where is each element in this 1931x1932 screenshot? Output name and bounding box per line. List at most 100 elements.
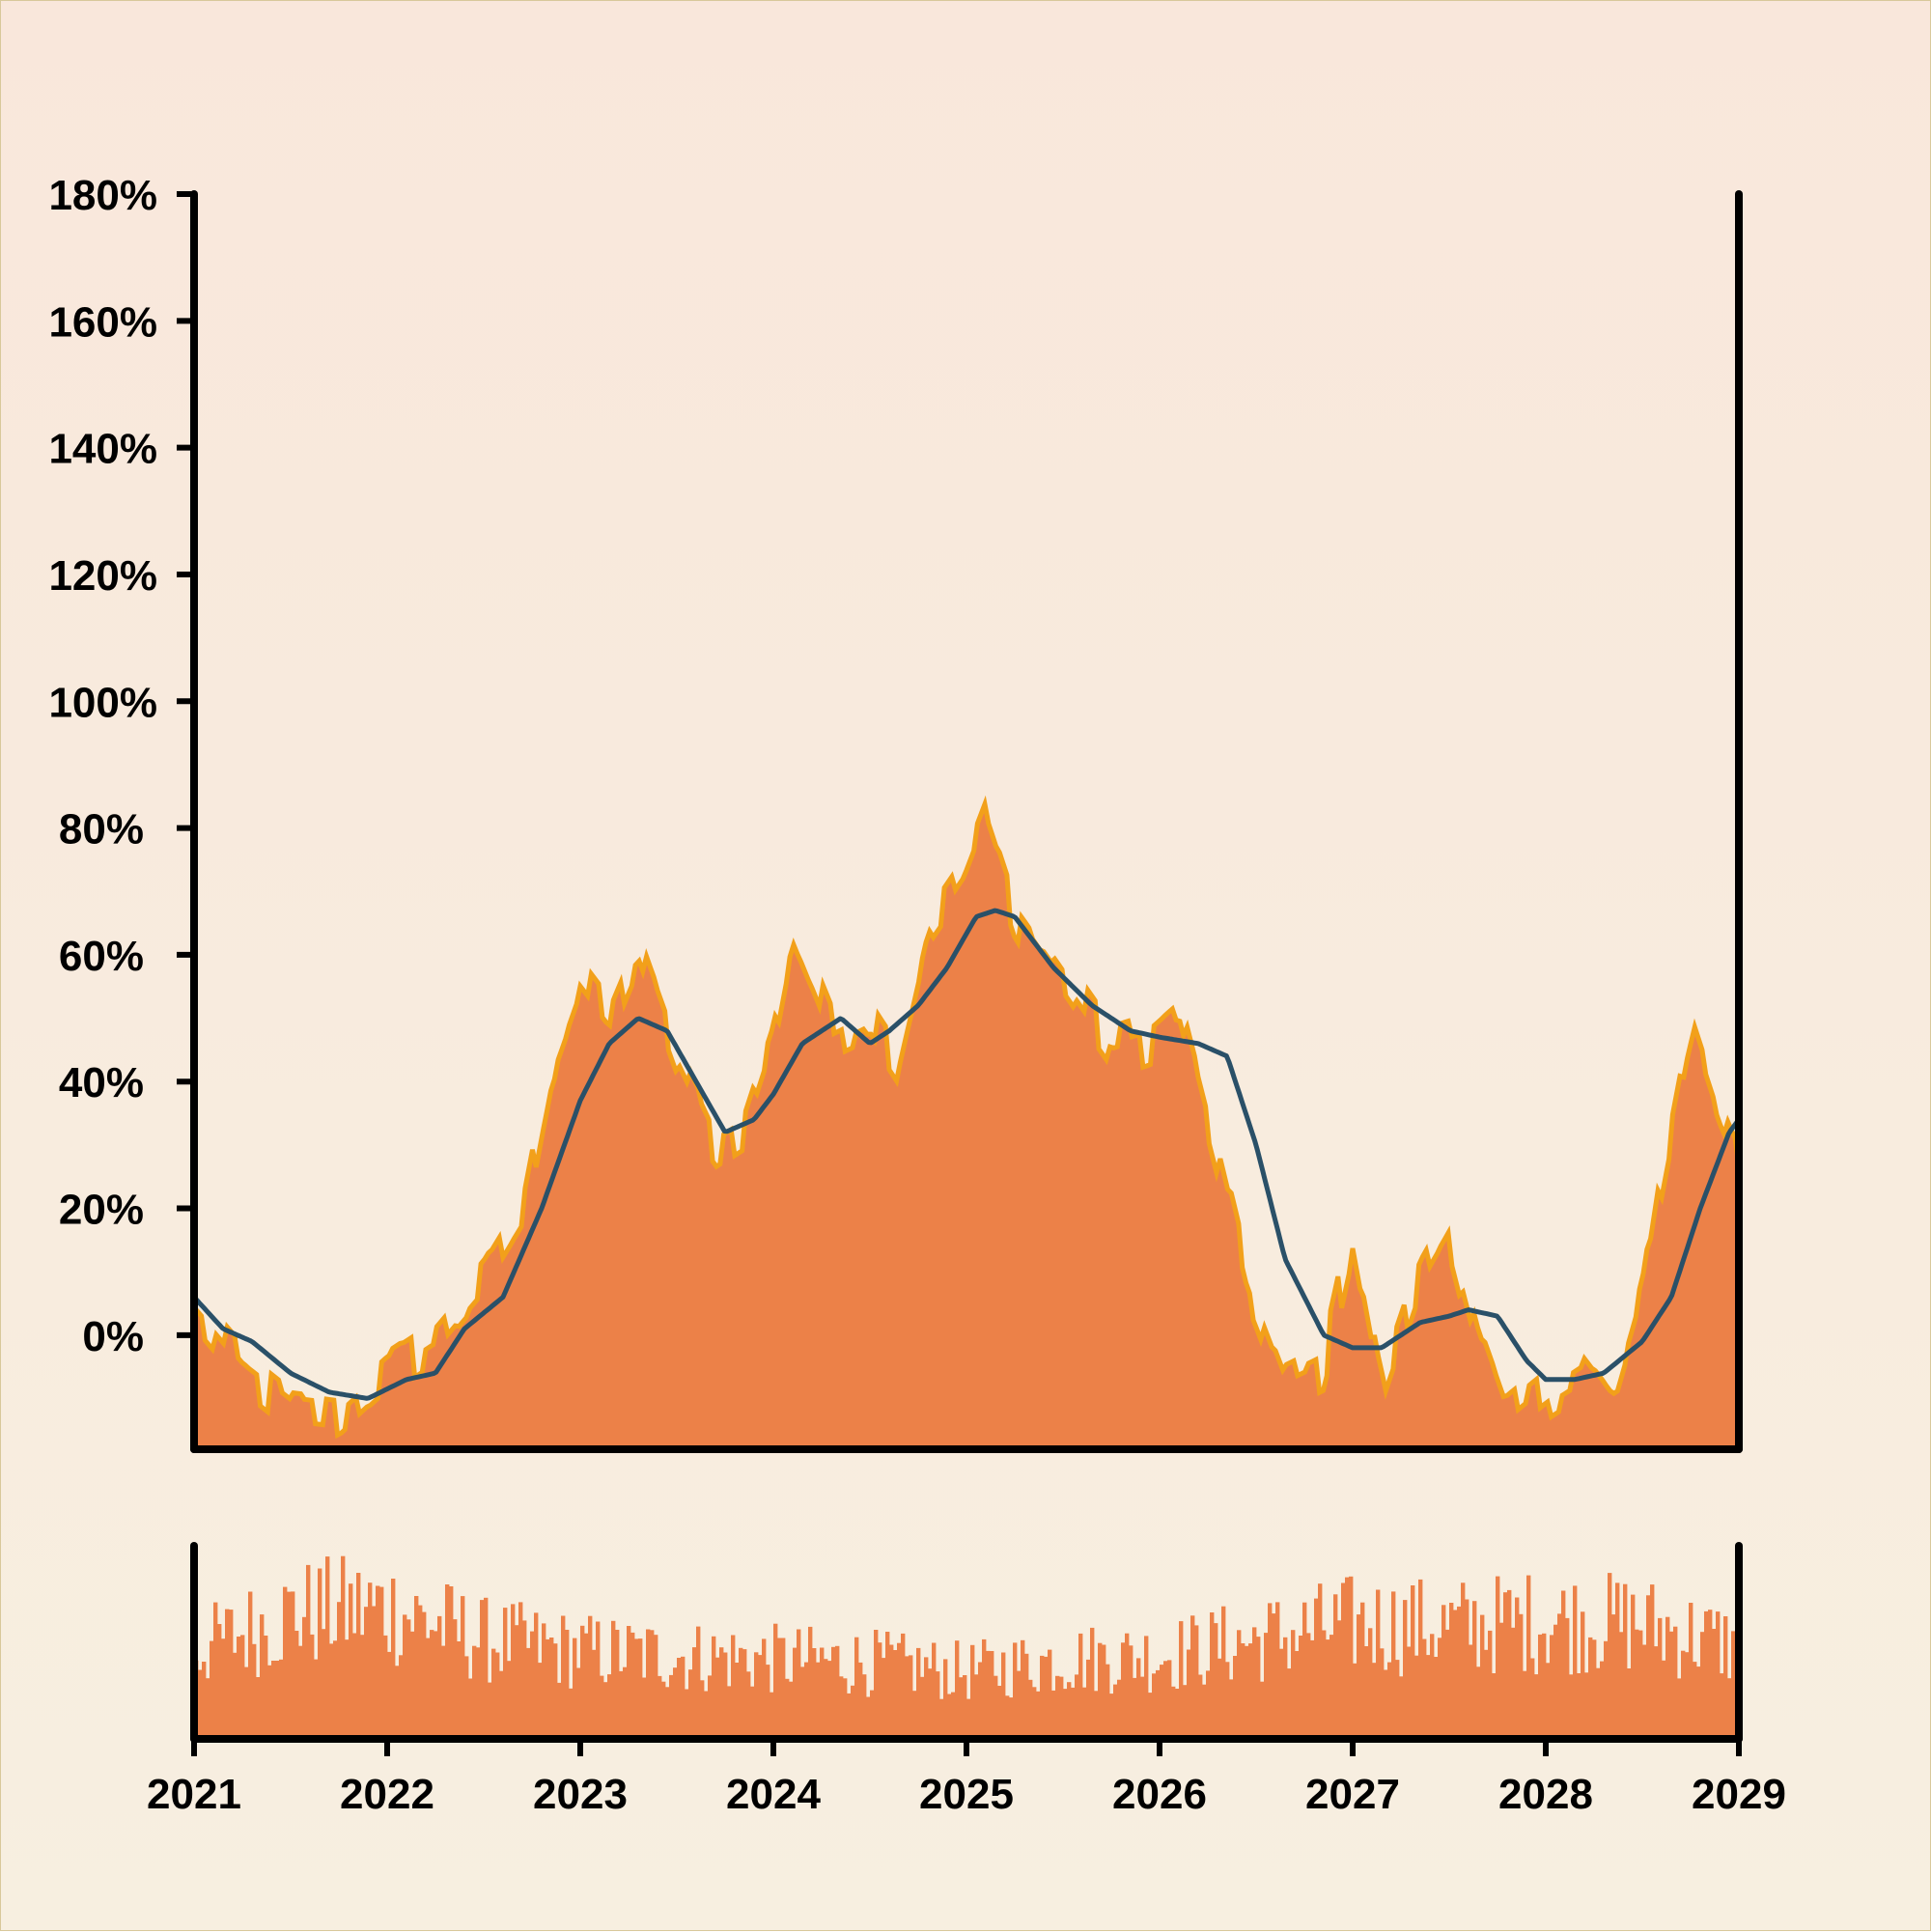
volume-bar <box>735 1663 740 1739</box>
volume-bar <box>862 1674 867 1739</box>
volume-bar <box>1465 1599 1469 1739</box>
volume-bar <box>437 1615 442 1739</box>
volume-bar <box>600 1675 604 1739</box>
volume-bar <box>1094 1691 1099 1739</box>
volume-bar <box>1693 1662 1697 1739</box>
volume-bar <box>1198 1674 1203 1739</box>
volume-bar <box>271 1661 276 1739</box>
volume-bar <box>1326 1639 1330 1739</box>
volume-bar <box>1642 1644 1647 1739</box>
volume-bar <box>406 1619 411 1739</box>
volume-bar <box>993 1675 998 1739</box>
volume-bar <box>658 1675 662 1739</box>
volume-bar <box>1635 1629 1639 1739</box>
volume-bar <box>824 1659 828 1739</box>
volume-bar <box>1511 1627 1516 1739</box>
volume-bar <box>1727 1678 1732 1739</box>
volume-bar <box>546 1638 550 1739</box>
volume-bar <box>1573 1585 1578 1739</box>
volume-bar <box>1233 1656 1238 1739</box>
volume-bar <box>1129 1645 1133 1739</box>
volume-bar <box>1028 1679 1033 1739</box>
volume-bar <box>750 1686 755 1739</box>
volume-bar <box>318 1568 322 1739</box>
volume-bar <box>1584 1672 1589 1739</box>
volume-bar <box>573 1638 577 1739</box>
volume-bar <box>870 1690 875 1739</box>
volume-bar <box>1565 1617 1570 1739</box>
volume-bar <box>742 1649 747 1739</box>
volume-bar <box>499 1670 504 1739</box>
volume-bar <box>472 1645 477 1739</box>
volume-bar <box>835 1645 840 1739</box>
volume-bar <box>1519 1613 1524 1739</box>
volume-bar <box>793 1647 798 1739</box>
volume-bar <box>936 1671 940 1739</box>
volume-bar <box>430 1630 434 1739</box>
volume-bar <box>889 1644 894 1739</box>
volume-bar <box>916 1647 921 1739</box>
volume-bar <box>739 1647 743 1739</box>
volume-bar <box>1631 1594 1636 1739</box>
volume-bar <box>441 1645 446 1739</box>
x-tick-label: 2022 <box>340 1771 434 1818</box>
volume-bar <box>723 1652 728 1739</box>
volume-bar <box>947 1694 952 1739</box>
volume-bar <box>1071 1687 1076 1739</box>
volume-bar <box>1669 1631 1674 1739</box>
volume-bar <box>1148 1693 1153 1739</box>
volume-bar <box>688 1669 693 1739</box>
volume-bar <box>1001 1652 1006 1739</box>
volume-bar <box>1314 1598 1319 1739</box>
volume-bar <box>1476 1666 1481 1739</box>
volume-bar <box>646 1629 651 1739</box>
volume-bar <box>1469 1644 1473 1739</box>
smoothed-line-series <box>194 908 1739 1401</box>
volume-bar <box>627 1626 631 1739</box>
volume-bar <box>1302 1602 1307 1739</box>
volume-bar <box>1499 1622 1504 1739</box>
volume-bar <box>847 1693 852 1739</box>
volume-panel <box>194 1555 1739 1739</box>
volume-bar <box>1411 1585 1415 1739</box>
volume-bar <box>1136 1658 1141 1739</box>
volume-bar <box>1507 1589 1512 1739</box>
volume-bar <box>963 1675 967 1739</box>
volume-bar <box>445 1584 450 1739</box>
volume-bar <box>909 1655 913 1739</box>
volume-bar <box>1650 1584 1655 1739</box>
volume-bar <box>368 1582 373 1739</box>
volume-bar <box>1032 1687 1037 1739</box>
volume-bar <box>677 1658 682 1739</box>
volume-bar <box>1036 1691 1041 1739</box>
x-tick-label: 2023 <box>533 1771 628 1818</box>
volume-bar <box>403 1614 407 1739</box>
volume-bar <box>1349 1576 1354 1739</box>
volume-bar <box>418 1605 423 1739</box>
volume-bar <box>858 1662 863 1739</box>
volume-bar <box>538 1663 543 1739</box>
volume-bar <box>1017 1670 1021 1739</box>
volume-bar <box>1700 1632 1705 1739</box>
volume-bar <box>279 1659 284 1739</box>
volume-bar <box>1445 1629 1450 1739</box>
volume-bar <box>518 1602 523 1739</box>
volume-bar <box>808 1626 813 1739</box>
volume-bar <box>341 1555 346 1739</box>
volume-bar <box>712 1636 716 1739</box>
volume-bar <box>1121 1642 1126 1739</box>
volume-bar <box>360 1635 365 1739</box>
volume-bar <box>1252 1627 1257 1739</box>
volume-bar <box>1040 1655 1045 1739</box>
volume-bar <box>1044 1656 1049 1739</box>
volume-bar <box>789 1681 794 1739</box>
volume-bar <box>959 1677 964 1739</box>
volume-bar <box>1102 1644 1106 1739</box>
volume-bar <box>237 1637 241 1739</box>
volume-bar <box>553 1643 558 1739</box>
volume-bar <box>264 1636 268 1739</box>
volume-bar <box>943 1659 948 1739</box>
volume-bar <box>1337 1620 1342 1739</box>
volume-bar <box>1704 1610 1709 1739</box>
volume-bar <box>1496 1576 1500 1739</box>
